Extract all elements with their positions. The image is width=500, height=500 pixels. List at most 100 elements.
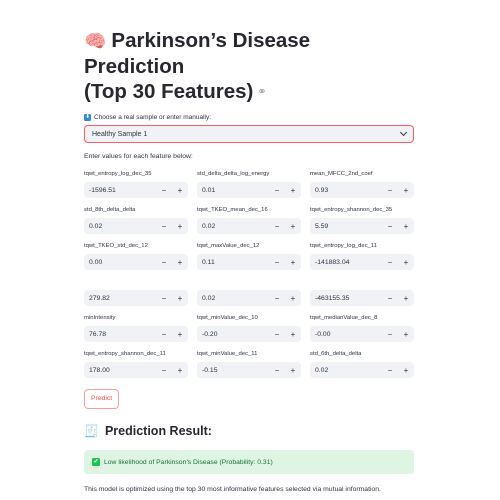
result-title-text: Prediction Result: — [105, 424, 212, 438]
decrement-button[interactable]: − — [382, 366, 398, 375]
feature-number-input[interactable]: -141883.04 − + — [310, 254, 414, 270]
increment-button[interactable]: + — [172, 366, 188, 375]
feature-number-input[interactable]: -0.00 − + — [310, 326, 414, 342]
feature-number-input[interactable]: -0.15 − + — [197, 362, 301, 378]
decrement-button[interactable]: − — [156, 186, 172, 195]
feature-value[interactable]: 76.78 — [84, 331, 156, 338]
feature-number-input[interactable]: 5.59 − + — [310, 218, 414, 234]
feature-number-input[interactable]: 0.02 − + — [197, 290, 301, 306]
feature-field: -463155.35 − + — [310, 278, 414, 306]
decrement-button[interactable]: − — [269, 222, 285, 231]
increment-button[interactable]: + — [398, 330, 414, 339]
feature-number-input[interactable]: 279.82 − + — [84, 290, 188, 306]
feature-field: mean_MFCC_2nd_coef 0.93 − + — [310, 170, 414, 198]
memo-icon: 🧾 — [84, 424, 99, 438]
title-line-2: (Top 30 Features) — [84, 80, 253, 103]
increment-button[interactable]: + — [285, 294, 301, 303]
feature-number-input[interactable]: 0.02 − + — [197, 218, 301, 234]
increment-button[interactable]: + — [285, 330, 301, 339]
feature-value[interactable]: -463155.35 — [310, 295, 382, 302]
feature-label: mean_MFCC_2nd_coef — [310, 170, 414, 178]
sample-select-value: Healthy Sample 1 — [92, 131, 147, 138]
feature-label: tqwt_entropy_shannon_dec_11 — [84, 350, 188, 358]
feature-value[interactable]: 0.02 — [197, 223, 269, 230]
increment-button[interactable]: + — [398, 366, 414, 375]
decrement-button[interactable]: − — [382, 330, 398, 339]
decrement-button[interactable]: − — [382, 294, 398, 303]
feature-number-input[interactable]: 0.02 − + — [84, 218, 188, 234]
feature-value[interactable]: -0.15 — [197, 367, 269, 374]
feature-field: tqwt_minValue_dec_11 -0.15 − + — [197, 350, 301, 378]
increment-button[interactable]: + — [398, 186, 414, 195]
page-title: 🧠 Parkinson’s Disease Prediction (Top 30 … — [84, 28, 414, 105]
feature-label: std_6th_delta_delta — [310, 350, 414, 358]
feature-value[interactable]: 0.11 — [197, 259, 269, 266]
predict-button[interactable]: Predict — [84, 389, 119, 409]
feature-field: tqwt_entropy_shannon_dec_35 5.59 − + — [310, 206, 414, 234]
feature-field: std_6th_delta_delta 0.02 − + — [310, 350, 414, 378]
link-icon[interactable]: ⚭ — [257, 86, 266, 98]
feature-field: std_delta_delta_log_energy 0.01 − + — [197, 170, 301, 198]
feature-value[interactable]: -141883.04 — [310, 259, 382, 266]
decrement-button[interactable]: − — [269, 330, 285, 339]
decrement-button[interactable]: − — [156, 222, 172, 231]
feature-value[interactable]: -0.20 — [197, 331, 269, 338]
feature-field: tqwt_TKEO_std_dec_12 0.00 − + — [84, 242, 188, 270]
feature-number-input[interactable]: 178.00 − + — [84, 362, 188, 378]
feature-number-input[interactable]: 0.11 − + — [197, 254, 301, 270]
decrement-button[interactable]: − — [269, 258, 285, 267]
feature-value[interactable]: 0.02 — [84, 223, 156, 230]
feature-value[interactable]: 0.93 — [310, 187, 382, 194]
increment-button[interactable]: + — [285, 258, 301, 267]
sample-select-label-text: Choose a real sample or enter manually: — [94, 114, 211, 121]
increment-button[interactable]: + — [398, 294, 414, 303]
increment-button[interactable]: + — [398, 222, 414, 231]
decrement-button[interactable]: − — [269, 294, 285, 303]
increment-button[interactable]: + — [285, 366, 301, 375]
feature-value[interactable]: -0.00 — [310, 331, 382, 338]
feature-field: tqwt_entropy_log_dec_35 -1596.51 − + — [84, 170, 188, 198]
feature-number-input[interactable]: -1596.51 − + — [84, 182, 188, 198]
increment-button[interactable]: + — [172, 258, 188, 267]
feature-label: tqwt_minValue_dec_11 — [197, 350, 301, 358]
feature-value[interactable]: 279.82 — [84, 295, 156, 302]
increment-button[interactable]: + — [172, 330, 188, 339]
instructions-text: Enter values for each feature below: — [84, 153, 414, 160]
feature-value[interactable]: 0.02 — [197, 295, 269, 302]
feature-value[interactable]: 0.01 — [197, 187, 269, 194]
feature-value[interactable]: 5.59 — [310, 223, 382, 230]
decrement-button[interactable]: − — [269, 366, 285, 375]
feature-number-input[interactable]: 0.93 − + — [310, 182, 414, 198]
feature-number-input[interactable]: 0.02 − + — [310, 362, 414, 378]
feature-number-input[interactable]: 0.00 − + — [84, 254, 188, 270]
feature-value[interactable]: 0.02 — [310, 367, 382, 374]
increment-button[interactable]: + — [172, 222, 188, 231]
feature-number-input[interactable]: 0.01 − + — [197, 182, 301, 198]
main-content: 🧠 Parkinson’s Disease Prediction (Top 30 … — [84, 28, 414, 493]
decrement-button[interactable]: − — [156, 258, 172, 267]
decrement-button[interactable]: − — [156, 366, 172, 375]
feature-label — [310, 278, 414, 286]
increment-button[interactable]: + — [285, 222, 301, 231]
decrement-button[interactable]: − — [156, 294, 172, 303]
feature-value[interactable]: -1596.51 — [84, 187, 156, 194]
feature-label: tqwt_minValue_dec_10 — [197, 314, 301, 322]
decrement-button[interactable]: − — [382, 258, 398, 267]
brain-icon: 🧠 — [84, 31, 106, 51]
decrement-button[interactable]: − — [382, 222, 398, 231]
decrement-button[interactable]: − — [382, 186, 398, 195]
increment-button[interactable]: + — [398, 258, 414, 267]
sample-select[interactable]: Healthy Sample 1 — [84, 125, 414, 143]
increment-button[interactable]: + — [172, 294, 188, 303]
decrement-button[interactable]: − — [156, 330, 172, 339]
increment-button[interactable]: + — [285, 186, 301, 195]
feature-value[interactable]: 178.00 — [84, 367, 156, 374]
feature-field: 0.02 − + — [197, 278, 301, 306]
feature-label: tqwt_entropy_log_dec_11 — [310, 242, 414, 250]
feature-value[interactable]: 0.00 — [84, 259, 156, 266]
feature-number-input[interactable]: 76.78 − + — [84, 326, 188, 342]
feature-number-input[interactable]: -0.20 − + — [197, 326, 301, 342]
increment-button[interactable]: + — [172, 186, 188, 195]
decrement-button[interactable]: − — [269, 186, 285, 195]
feature-number-input[interactable]: -463155.35 − + — [310, 290, 414, 306]
